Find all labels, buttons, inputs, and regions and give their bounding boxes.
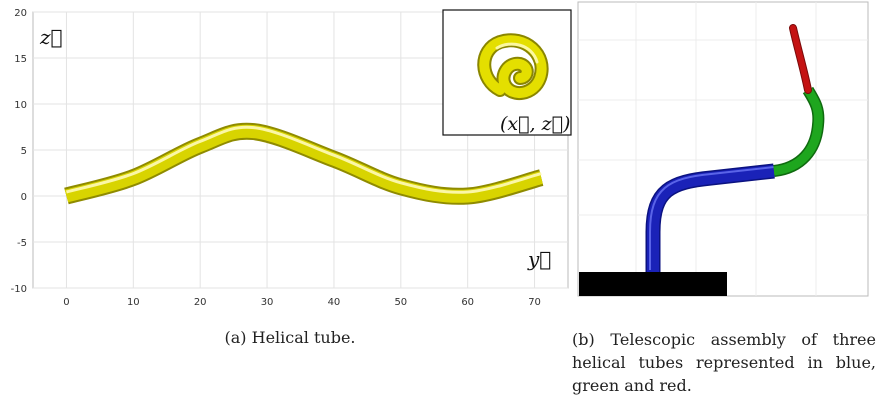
- figure-a-caption: (a) Helical tube.: [224, 328, 356, 347]
- y-tick-label: -10: [11, 284, 27, 295]
- inset-view: (x⃗, z⃗): [442, 9, 572, 136]
- y-axis-vector-label: y⃗: [527, 247, 551, 271]
- y-tick-label: 5: [21, 146, 27, 157]
- x-tick-label: 60: [461, 297, 474, 308]
- figure-b-caption: (b) Telescopic assembly of three helical…: [572, 330, 876, 395]
- y-tick-label: -5: [17, 238, 27, 249]
- inset-coil: [479, 35, 547, 98]
- red-tube: [790, 25, 811, 93]
- x-tick-label: 20: [194, 297, 207, 308]
- blue-tube: [647, 165, 775, 272]
- tick-labels: 0 10 20 30 40 50 60 70 -10 -5 0 5 10 15 20: [11, 8, 541, 308]
- helical-tube: [64, 122, 544, 205]
- y-tick-label: 15: [14, 54, 27, 65]
- figure-a: 0 10 20 30 40 50 60 70 -10 -5 0 5 10 15 20 y⃗ z⃗ (x⃗, …: [11, 8, 572, 308]
- x-tick-label: 40: [328, 297, 341, 308]
- figure-b: [576, 0, 878, 300]
- base-block: [579, 272, 727, 296]
- x-tick-label: 10: [127, 297, 140, 308]
- y-tick-label: 0: [21, 192, 27, 203]
- grid: [33, 11, 568, 289]
- green-tube: [773, 87, 823, 176]
- blue-tube-highlight: [649, 166, 775, 270]
- x-tick-label: 50: [394, 297, 407, 308]
- telescopic-assembly-render: [577, 1, 869, 297]
- x-tick-label: 70: [528, 297, 541, 308]
- y-tick-label: 20: [14, 8, 27, 19]
- tube-body: [64, 124, 543, 203]
- helical-tube-chart: 0 10 20 30 40 50 60 70 -10 -5 0 5 10 15 20 y⃗ z⃗ (x⃗, …: [11, 8, 572, 308]
- z-axis-vector-label: z⃗: [39, 25, 63, 49]
- tube-highlight: [66, 125, 542, 194]
- inset-coil-highlight: [495, 42, 539, 64]
- render-frame: [577, 1, 869, 297]
- inset-label: (x⃗, z⃗): [500, 113, 570, 135]
- y-tick-label: 10: [14, 100, 27, 111]
- x-tick-label: 30: [261, 297, 274, 308]
- x-tick-label: 0: [63, 297, 69, 308]
